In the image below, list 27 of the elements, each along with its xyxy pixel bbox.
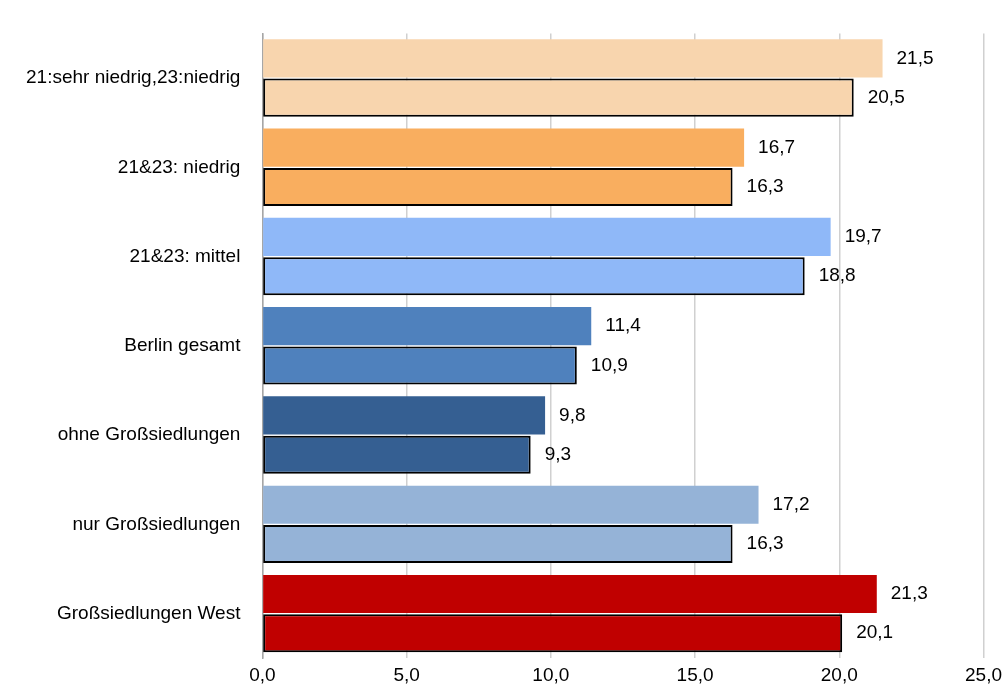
x-tick-label: 5,0 [393,663,420,685]
x-tick-label: 0,0 [249,663,276,685]
x-tick-label: 10,0 [532,663,570,685]
y-tick-label: Berlin gesamt [124,334,242,356]
data-label: 9,8 [559,403,586,425]
y-tick-label: ohne Großsiedlungen [57,423,241,445]
y-tick-label: 21:sehr niedrig,23:niedrig [26,66,241,88]
data-label: 16,7 [758,135,796,157]
data-label: 20,1 [856,621,894,643]
y-tick-label: Großsiedlungen West [57,601,242,623]
data-label: 20,5 [867,85,905,107]
x-tick-label: 20,0 [820,663,858,685]
data-label: 21,5 [896,46,934,68]
data-label: 11,4 [605,314,642,336]
data-label: 19,7 [844,225,882,247]
data-label: 21,3 [890,582,928,604]
data-label: 17,2 [772,492,810,514]
data-label: 9,3 [544,442,572,464]
y-tick-label: 21&23: mittel [129,244,241,266]
x-tick-label: 15,0 [676,663,714,685]
data-label: 18,8 [818,264,856,286]
x-tick-label: 25,0 [965,663,1002,685]
data-label: 16,3 [746,175,784,197]
data-label: 10,9 [590,353,628,375]
y-tick-label: 21&23: niedrig [117,155,241,177]
data-label: 16,3 [746,532,784,554]
y-tick-label: nur Großsiedlungen [72,512,241,534]
